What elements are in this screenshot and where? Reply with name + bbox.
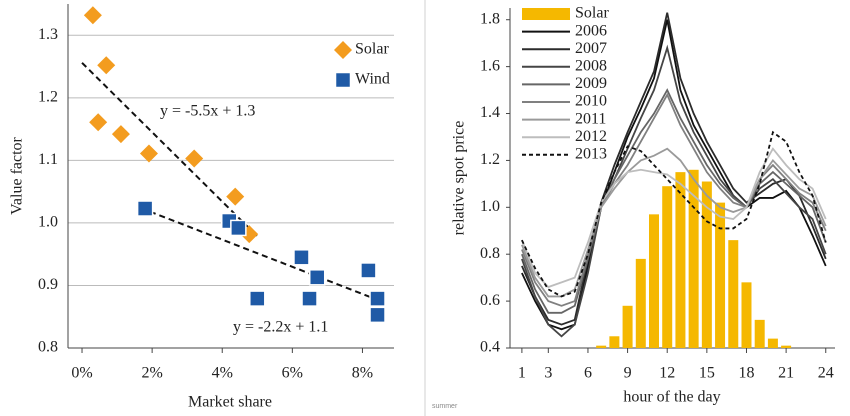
line — [521, 147, 827, 289]
bar — [781, 345, 792, 348]
y-tick-label: 0.6 — [480, 292, 500, 309]
legend-swatch — [522, 8, 570, 20]
point — [226, 187, 245, 206]
legend-label: 2009 — [575, 75, 607, 92]
y-tick-label: 1.1 — [38, 151, 58, 168]
x-axis-label: Market share — [188, 394, 272, 411]
bar — [675, 172, 686, 348]
line — [521, 92, 827, 307]
bar — [688, 169, 699, 348]
y-tick-label: 1.0 — [480, 198, 500, 215]
point — [83, 6, 102, 25]
y-tick-label: 1.8 — [480, 10, 500, 27]
line — [521, 12, 827, 326]
x-tick-label: 3 — [544, 365, 552, 382]
x-tick-label: 2% — [141, 365, 162, 382]
x-tick-label: 18 — [738, 365, 754, 382]
point — [308, 269, 326, 286]
note: summer — [432, 403, 458, 410]
legend-label: 2010 — [575, 93, 607, 110]
annotation: y = -5.5x + 1.3 — [160, 103, 255, 120]
bar — [728, 240, 739, 348]
legend-label: 2012 — [575, 128, 607, 145]
legend-label: Solar — [575, 5, 609, 22]
bar — [622, 305, 633, 348]
x-axis-label: hour of the day — [623, 389, 720, 406]
bar — [701, 181, 712, 348]
point — [301, 290, 318, 307]
x-tick-label: 8% — [352, 365, 373, 382]
trendline — [149, 210, 383, 303]
line — [521, 130, 827, 298]
legend-label: 2006 — [575, 22, 607, 39]
point — [97, 56, 116, 75]
x-tick-label: 4% — [212, 365, 233, 382]
x-tick-label: 6 — [584, 365, 592, 382]
bar — [635, 258, 646, 348]
x-tick-label: 9 — [624, 365, 632, 382]
bar — [596, 345, 607, 348]
y-tick-label: 0.8 — [480, 245, 500, 262]
point — [111, 125, 130, 144]
y-tick-label: 1.4 — [480, 104, 500, 121]
bar — [649, 214, 660, 348]
bar — [609, 336, 620, 348]
x-tick-label: 6% — [282, 365, 303, 382]
point — [369, 290, 386, 307]
point — [293, 249, 310, 266]
legend-label: 2013 — [575, 145, 607, 162]
x-tick-label: 12 — [659, 365, 675, 382]
point — [136, 200, 154, 217]
bar — [741, 282, 752, 348]
line — [521, 44, 827, 338]
point — [230, 219, 247, 237]
point — [89, 113, 108, 132]
bar — [715, 202, 726, 348]
point — [249, 290, 266, 307]
y-tick-label: 0.8 — [38, 339, 58, 356]
legend-label: 2011 — [575, 110, 606, 127]
legend-label: 2008 — [575, 57, 607, 74]
legend-label: 2007 — [575, 40, 607, 57]
y-axis-label: Value factor — [9, 136, 26, 214]
legend-marker — [334, 71, 352, 89]
bar — [754, 319, 765, 348]
point — [360, 262, 377, 279]
x-tick-label: 1 — [518, 365, 526, 382]
y-tick-label: 0.9 — [38, 276, 58, 293]
annotation: y = -2.2x + 1.1 — [233, 319, 328, 336]
bar — [662, 186, 673, 348]
y-tick-label: 1.0 — [38, 214, 58, 231]
x-tick-label: 24 — [818, 365, 834, 382]
y-tick-label: 1.3 — [38, 26, 58, 43]
point — [369, 306, 386, 324]
point — [139, 144, 158, 163]
line — [521, 88, 827, 314]
y-tick-label: 1.6 — [480, 57, 500, 74]
point — [185, 149, 204, 168]
legend-marker — [334, 41, 352, 59]
x-tick-label: 21 — [778, 365, 794, 382]
line — [521, 147, 827, 298]
legend-label: Solar — [355, 41, 389, 58]
y-axis-label: relative spot price — [451, 121, 468, 236]
x-tick-label: 0% — [71, 365, 92, 382]
y-tick-label: 1.2 — [480, 151, 500, 168]
bar — [767, 338, 778, 348]
legend-label: Wind — [355, 71, 390, 88]
y-tick-label: 0.4 — [480, 339, 500, 356]
trendline — [81, 62, 260, 239]
y-tick-label: 1.2 — [38, 88, 58, 105]
x-tick-label: 15 — [699, 365, 715, 382]
